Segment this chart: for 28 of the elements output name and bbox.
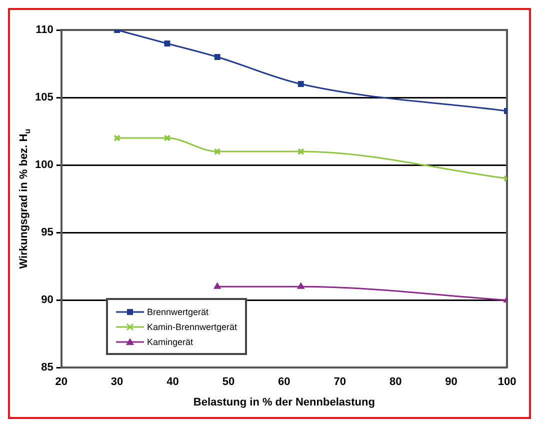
x-axis-title: Belastung in % der Nennbelastung <box>193 396 375 408</box>
point <box>214 282 221 289</box>
legend-label: Kamin-Brennwertgerät <box>147 322 238 332</box>
y-axis-title: Wirkungsgrad in % bez. Hu <box>18 128 32 269</box>
legend-label: Kamingerät <box>147 336 194 346</box>
y-tick-label: 110 <box>36 24 54 36</box>
x-tick-label: 30 <box>110 376 124 388</box>
y-tick-label: 90 <box>41 294 54 306</box>
y-tick-label: 105 <box>34 92 54 104</box>
point <box>164 134 171 142</box>
x-tick-label: 70 <box>334 376 346 388</box>
x-tick-label: 90 <box>445 376 458 388</box>
y-tick-label: 85 <box>41 362 54 374</box>
x-tick-label: 50 <box>222 376 235 388</box>
y-tick-label: 95 <box>41 226 54 239</box>
x-tick-label: 60 <box>278 376 290 388</box>
x-tick-label: 40 <box>166 376 179 388</box>
x-tick-label: 80 <box>389 376 402 388</box>
point <box>298 81 304 87</box>
x-tick-label: 100 <box>498 376 516 388</box>
legend-label: Brennwertgerät <box>147 306 209 316</box>
point <box>297 148 304 156</box>
point <box>297 282 304 289</box>
x-tick-label: 20 <box>55 376 68 388</box>
y-tick-label: 100 <box>34 159 54 172</box>
point <box>214 148 221 156</box>
point <box>214 54 220 60</box>
point <box>164 40 170 46</box>
